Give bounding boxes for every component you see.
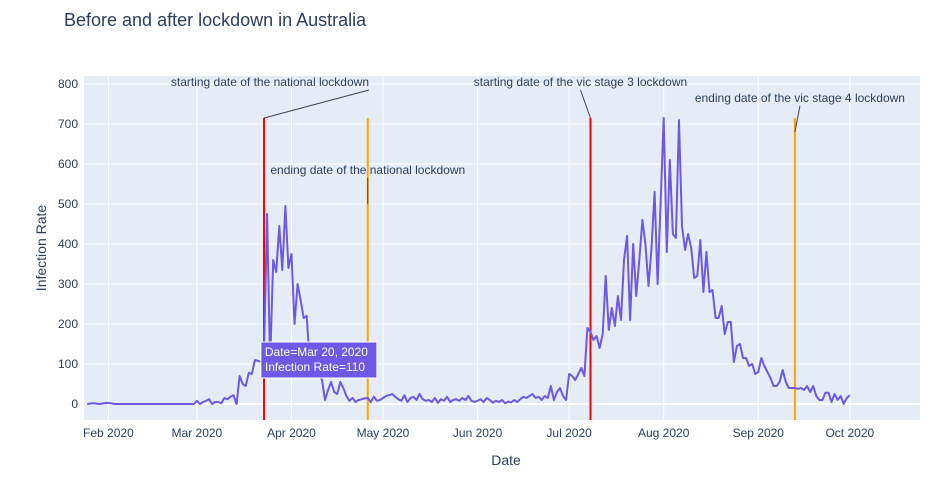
y-axis-title: Infection Rate	[33, 205, 49, 292]
annotation-arrow	[263, 89, 370, 119]
hover-text: Infection Rate=110	[265, 360, 366, 374]
x-axis-title: Date	[491, 452, 521, 468]
x-tick-label: Feb 2020	[83, 426, 134, 440]
annotation-arrow	[794, 105, 801, 133]
x-tick-label: May 2020	[357, 426, 410, 440]
x-tick-label: Apr 2020	[267, 426, 316, 440]
hover-text: Date=Mar 20, 2020	[265, 345, 368, 359]
x-tick-label: Aug 2020	[638, 426, 690, 440]
chart-title: Before and after lockdown in Australia	[64, 10, 367, 30]
y-tick-label: 100	[58, 357, 78, 371]
y-tick-label: 200	[58, 317, 78, 331]
hover-box	[260, 341, 378, 379]
series-line	[86, 117, 851, 405]
annotation-label: ending date of the national lockdown	[270, 163, 465, 177]
annotations: starting date of the national lockdown en…	[171, 75, 905, 204]
y-tick-label: 800	[58, 77, 78, 91]
annotation-arrow	[580, 89, 591, 119]
axes: Feb 2020 Mar 2020 Apr 2020 May 2020 Jun 2020…	[58, 77, 875, 440]
x-tick-label: Oct 2020	[825, 426, 874, 440]
series-layer	[86, 117, 851, 405]
grid-lines	[84, 76, 920, 420]
y-tick-label: 0	[71, 397, 78, 411]
x-tick-label: Mar 2020	[172, 426, 223, 440]
annotation-label: starting date of the national lockdown	[171, 75, 369, 89]
annotation-label: ending date of the vic stage 4 lockdown	[695, 91, 905, 105]
y-tick-label: 500	[58, 197, 78, 211]
y-tick-label: 600	[58, 157, 78, 171]
y-tick-label: 400	[58, 237, 78, 251]
plot-area	[84, 76, 920, 420]
x-tick-label: Jul 2020	[546, 426, 592, 440]
x-tick-label: Sep 2020	[733, 426, 785, 440]
y-tick-label: 300	[58, 277, 78, 291]
x-tick-label: Jun 2020	[453, 426, 503, 440]
y-tick-label: 700	[58, 117, 78, 131]
annotation-label: starting date of the vic stage 3 lockdow…	[474, 75, 687, 89]
